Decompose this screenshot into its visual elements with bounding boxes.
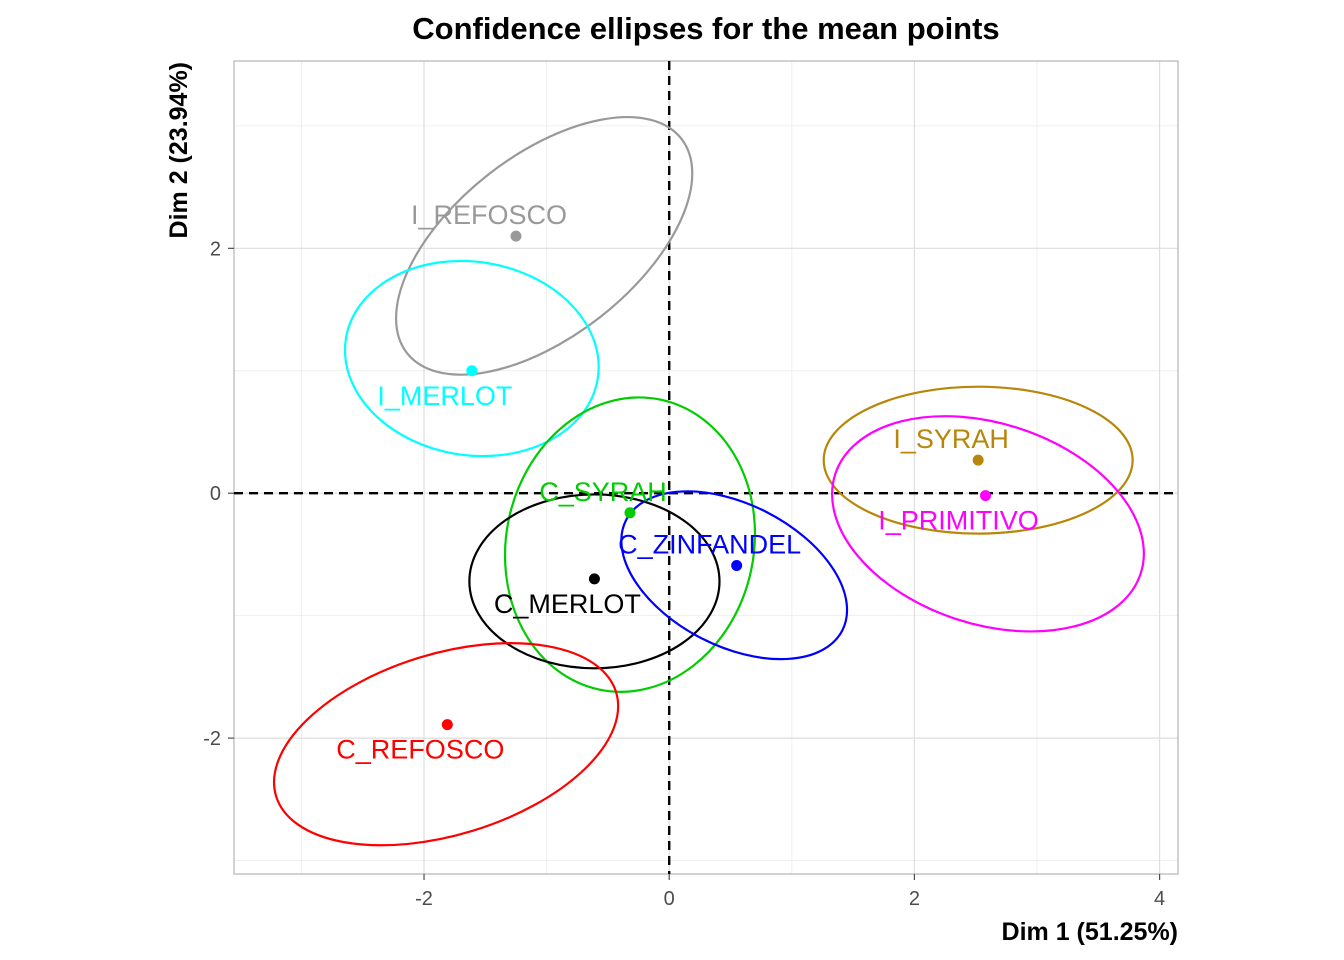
mean-point (466, 365, 478, 377)
mean-point (980, 490, 992, 502)
confidence-ellipse (394, 116, 694, 376)
confidence-ellipse (822, 385, 1134, 535)
point-label: I_SYRAH (893, 424, 1009, 454)
mean-point (441, 719, 453, 731)
mean-point (588, 573, 600, 585)
point-label: C_ZINFANDEL (618, 529, 801, 559)
x-tick-label: -2 (415, 888, 433, 910)
x-axis-title: Dim 1 (51.25%) (1002, 918, 1178, 946)
y-tick-label: 0 (210, 483, 221, 505)
mean-point (731, 559, 743, 571)
point-label: C_REFOSCO (336, 735, 504, 765)
plot-border (233, 60, 1179, 875)
y-tick-label: 2 (210, 238, 221, 260)
x-tick-label: 0 (664, 888, 675, 910)
point-label: I_PRIMITIVO (878, 506, 1039, 536)
mean-point (510, 230, 522, 242)
confidence-ellipse (620, 490, 849, 661)
point-label: C_SYRAH (539, 477, 667, 507)
plot-area: -2 0 2 4 -2 0 2 I_REFOSCO I_MERLOT C_SYRAH C_MERLO… (203, 60, 1179, 910)
confidence-ellipse (831, 415, 1145, 633)
y-tick-label: -2 (203, 728, 221, 750)
confidence-ellipse (343, 259, 600, 458)
y-axis-title: Dim 2 (23.94%) (165, 62, 193, 238)
point-label: C_MERLOT (494, 589, 641, 619)
x-tick-label: 4 (1154, 888, 1165, 910)
x-tick-label: 2 (909, 888, 920, 910)
mean-point (624, 507, 636, 519)
point-label: I_REFOSCO (411, 200, 567, 230)
mean-point (972, 454, 984, 466)
point-label: I_MERLOT (377, 381, 512, 411)
confidence-ellipse (272, 642, 620, 847)
chart-title: Confidence ellipses for the mean points (412, 11, 999, 46)
confidence-ellipse (468, 493, 721, 670)
